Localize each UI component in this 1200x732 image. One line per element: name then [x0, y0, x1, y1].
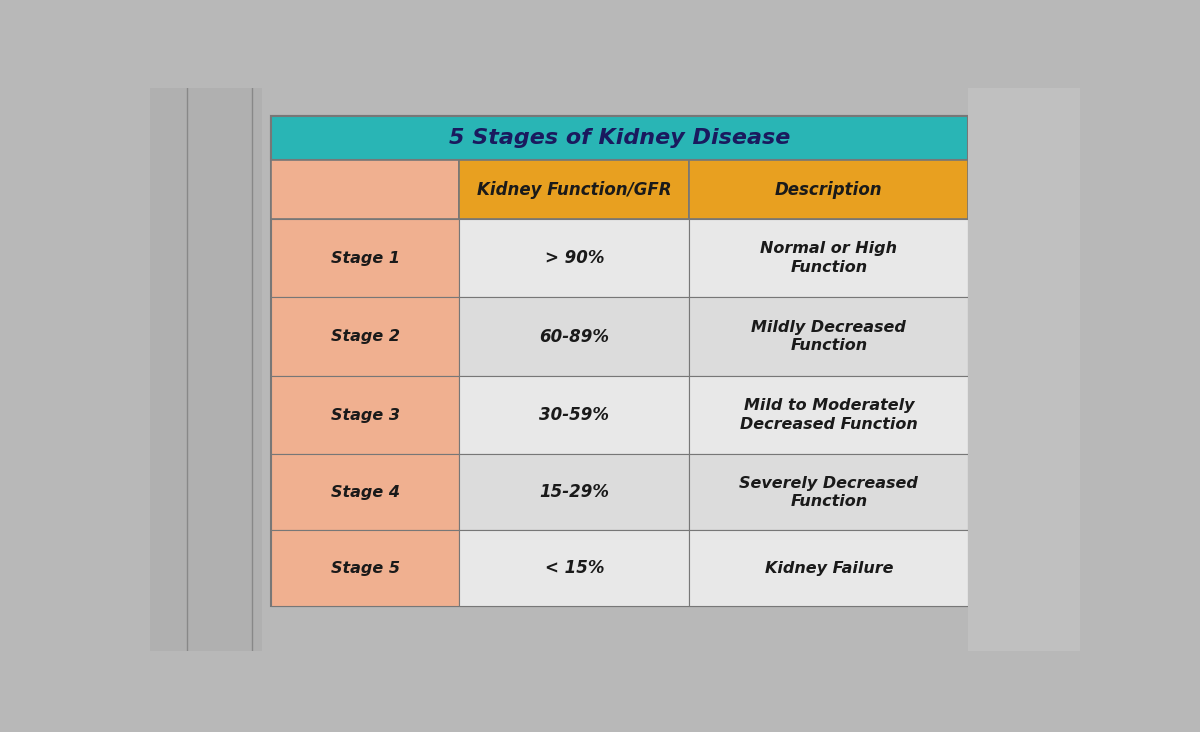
Bar: [968, 88, 1080, 651]
Bar: [271, 116, 968, 606]
Text: Stage 4: Stage 4: [330, 485, 400, 500]
Bar: [460, 376, 690, 455]
Text: Normal or High
Function: Normal or High Function: [761, 242, 898, 275]
Text: Mild to Moderately
Decreased Function: Mild to Moderately Decreased Function: [740, 398, 918, 432]
Bar: [690, 160, 968, 219]
Bar: [690, 455, 968, 531]
Text: > 90%: > 90%: [545, 249, 604, 267]
Text: 5 Stages of Kidney Disease: 5 Stages of Kidney Disease: [449, 128, 791, 148]
Text: Stage 5: Stage 5: [330, 561, 400, 576]
Bar: [271, 116, 968, 160]
Bar: [150, 88, 262, 651]
Bar: [690, 219, 968, 297]
Text: < 15%: < 15%: [545, 559, 604, 578]
Text: 15-29%: 15-29%: [539, 483, 610, 501]
Bar: [690, 297, 968, 376]
Text: Kidney Function/GFR: Kidney Function/GFR: [478, 181, 672, 198]
Text: 30-59%: 30-59%: [539, 406, 610, 424]
Bar: [271, 160, 460, 219]
Bar: [690, 531, 968, 606]
Text: 60-89%: 60-89%: [539, 328, 610, 346]
Text: Kidney Failure: Kidney Failure: [764, 561, 893, 576]
Bar: [460, 219, 690, 297]
Bar: [271, 297, 460, 376]
Text: Stage 1: Stage 1: [330, 251, 400, 266]
Text: Stage 2: Stage 2: [330, 329, 400, 344]
Text: Mildly Decreased
Function: Mildly Decreased Function: [751, 320, 906, 354]
Bar: [460, 531, 690, 606]
Bar: [271, 455, 460, 531]
Text: Severely Decreased
Function: Severely Decreased Function: [739, 476, 918, 509]
Text: Description: Description: [775, 181, 883, 198]
Bar: [460, 455, 690, 531]
Bar: [460, 160, 690, 219]
Bar: [271, 376, 460, 455]
Text: Stage 3: Stage 3: [330, 408, 400, 422]
Bar: [460, 297, 690, 376]
Bar: [271, 219, 460, 297]
Bar: [271, 531, 460, 606]
Bar: [690, 376, 968, 455]
